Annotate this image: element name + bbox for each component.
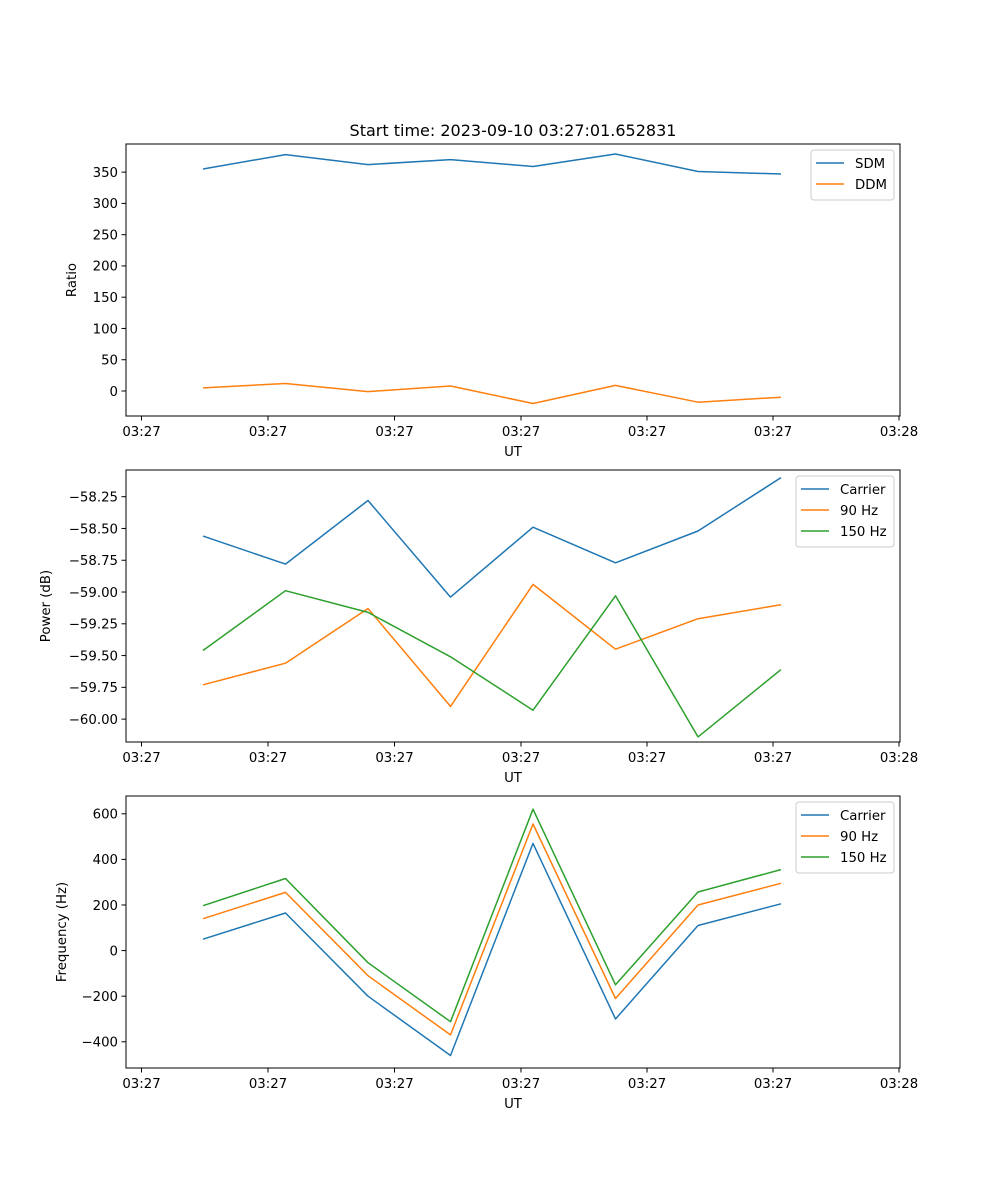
chart-panel-3: −400 −200 0 200 400 600 03:27 03:27 03:27 03:27 03…: [55, 795, 918, 1112]
series-line-carrier: [202, 842, 782, 1057]
y-tick-label: 50: [101, 354, 118, 369]
y-tick-label: −200: [81, 990, 118, 1005]
chart-panel-2: −60.00 −59.75 −59.50 −59.25 −59.00 −58.75 −58.…: [39, 469, 918, 786]
legend-box: [795, 475, 895, 548]
legend-label: 150 Hz: [840, 525, 887, 540]
y-tick-label: −58.25: [69, 490, 118, 505]
x-tick-label: 03:27: [502, 425, 540, 440]
x-tick-label: 03:27: [754, 1077, 792, 1092]
plot-frame: [125, 469, 901, 743]
series-line-sdm: [202, 153, 782, 175]
x-tick-label: 03:27: [754, 425, 792, 440]
x-tick-label: 03:28: [880, 751, 918, 766]
x-tick-label: 03:27: [122, 425, 160, 440]
y-tick-label: 150: [93, 291, 118, 306]
y-tick-label: −60.00: [69, 713, 118, 728]
x-tick-label: 03:27: [375, 1077, 413, 1092]
legend-label: 150 Hz: [840, 851, 887, 866]
legend: Carrier 90 Hz 150 Hz: [795, 801, 895, 874]
y-tick-label: −400: [81, 1036, 118, 1051]
y-tick-label: 350: [93, 166, 118, 181]
y-tick-label: 200: [93, 899, 118, 914]
y-tick-label: 200: [93, 260, 118, 275]
x-tick-label: 03:27: [628, 751, 666, 766]
legend-label: 90 Hz: [840, 830, 878, 845]
y-tick-label: −59.75: [69, 681, 118, 696]
series-line-carrier: [202, 476, 782, 598]
y-tick-label: −59.50: [69, 649, 118, 664]
legend-label: DDM: [855, 178, 887, 193]
y-tick-label: −58.50: [69, 522, 118, 537]
y-tick-label: 600: [93, 808, 118, 823]
x-tick-label: 03:27: [122, 1077, 160, 1092]
x-tick-label: 03:28: [880, 425, 918, 440]
y-tick-label: 400: [93, 853, 118, 868]
series-line-150-hz: [202, 808, 782, 1023]
x-axis-label: UT: [504, 1097, 523, 1112]
x-tick-label: 03:27: [628, 1077, 666, 1092]
y-axis-label: Ratio: [65, 263, 80, 297]
x-tick-label: 03:27: [249, 751, 287, 766]
chart-panel-1: 0 50 100 150 200 250 300 350 03:27 03:27 03:27 03:2…: [65, 143, 918, 460]
series-line-ddm: [202, 382, 782, 405]
y-axis-label: Power (dB): [39, 570, 54, 642]
x-tick-label: 03:27: [122, 751, 160, 766]
y-tick-label: 250: [93, 228, 118, 243]
plot-frame: [125, 143, 901, 417]
y-tick-label: 0: [110, 944, 118, 959]
series-line-90-hz: [202, 823, 782, 1036]
legend-label: 90 Hz: [840, 504, 878, 519]
legend-label: Carrier: [840, 809, 886, 824]
x-tick-label: 03:27: [375, 751, 413, 766]
x-axis-label: UT: [504, 771, 523, 786]
y-tick-label: 100: [93, 322, 118, 337]
legend: SDM DDM: [810, 149, 895, 201]
x-tick-label: 03:27: [502, 1077, 540, 1092]
series-line-150-hz: [202, 589, 782, 738]
x-tick-label: 03:27: [375, 425, 413, 440]
legend-label: SDM: [855, 157, 885, 172]
x-tick-label: 03:27: [502, 751, 540, 766]
y-tick-label: 0: [110, 385, 118, 400]
legend-box: [795, 801, 895, 874]
x-tick-label: 03:27: [249, 1077, 287, 1092]
x-tick-label: 03:28: [880, 1077, 918, 1092]
y-tick-label: −59.25: [69, 618, 118, 633]
x-tick-label: 03:27: [628, 425, 666, 440]
y-axis-label: Frequency (Hz): [55, 882, 70, 982]
x-tick-label: 03:27: [754, 751, 792, 766]
chart-title: Start time: 2023-09-10 03:27:01.652831: [350, 121, 677, 140]
x-axis-label: UT: [504, 445, 523, 460]
y-tick-label: −58.75: [69, 554, 118, 569]
y-tick-label: −59.00: [69, 586, 118, 601]
x-tick-label: 03:27: [249, 425, 287, 440]
legend-label: Carrier: [840, 483, 886, 498]
series-line-90-hz: [202, 583, 782, 708]
y-tick-label: 300: [93, 197, 118, 212]
legend: Carrier 90 Hz 150 Hz: [795, 475, 895, 548]
plot-frame: [125, 795, 901, 1069]
